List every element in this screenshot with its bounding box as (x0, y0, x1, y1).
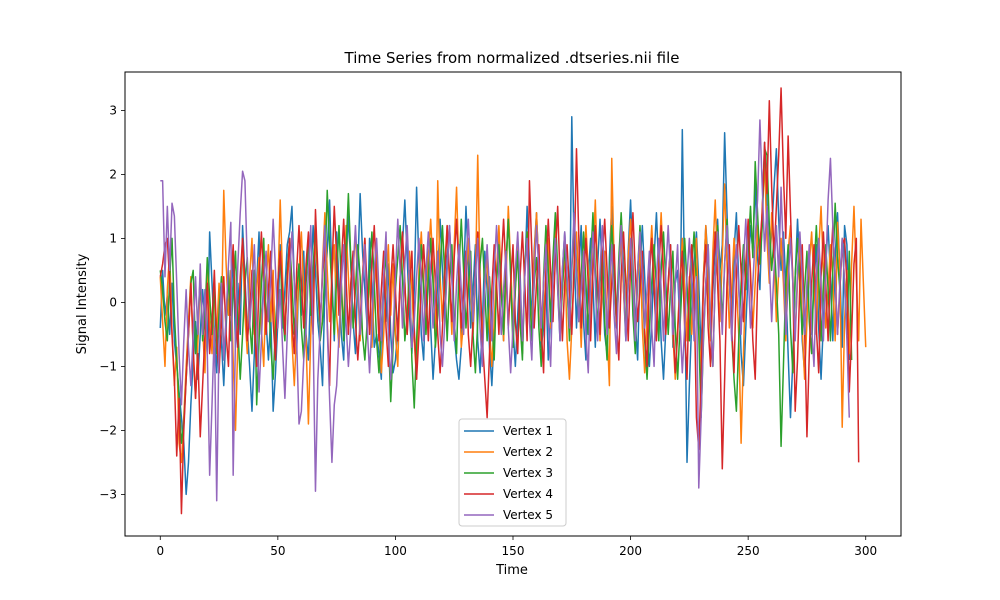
y-tick-label: −1 (99, 359, 117, 373)
x-tick-label: 50 (270, 544, 285, 558)
x-tick-label: 100 (384, 544, 407, 558)
legend-box (458, 418, 567, 527)
x-axis: 0 50 100 150 200 250 300 (156, 536, 877, 558)
series-layer (159, 87, 867, 515)
x-tick-label: 300 (854, 544, 877, 558)
legend-label-vertex-3: Vertex 3 (503, 466, 553, 480)
plot-area (159, 87, 867, 515)
legend-label-vertex-4: Vertex 4 (503, 487, 553, 501)
legend-label-vertex-5: Vertex 5 (503, 508, 553, 522)
series-line-vertex-5 (160, 119, 851, 502)
x-tick-label: 200 (619, 544, 642, 558)
y-tick-label: 0 (109, 295, 117, 309)
legend-label-vertex-2: Vertex 2 (503, 445, 553, 459)
y-tick-label: 1 (109, 231, 117, 245)
y-axis-label: Signal Intensity (75, 253, 90, 354)
x-tick-label: 250 (737, 544, 760, 558)
y-axis: −3 −2 −1 0 1 2 3 (99, 103, 125, 501)
x-tick-label: 0 (156, 544, 164, 558)
legend-label-vertex-1: Vertex 1 (503, 424, 553, 438)
chart-title: Time Series from normalized .dtseries.ni… (344, 49, 680, 67)
y-tick-label: −3 (99, 487, 117, 501)
y-tick-label: −2 (99, 423, 117, 437)
y-tick-label: 2 (109, 167, 117, 181)
x-axis-label: Time (495, 563, 528, 578)
x-tick-label: 150 (502, 544, 525, 558)
y-tick-label: 3 (109, 103, 117, 117)
legend: Vertex 1 Vertex 2 Vertex 3 Vertex 4 Vertex 5 (458, 418, 567, 527)
